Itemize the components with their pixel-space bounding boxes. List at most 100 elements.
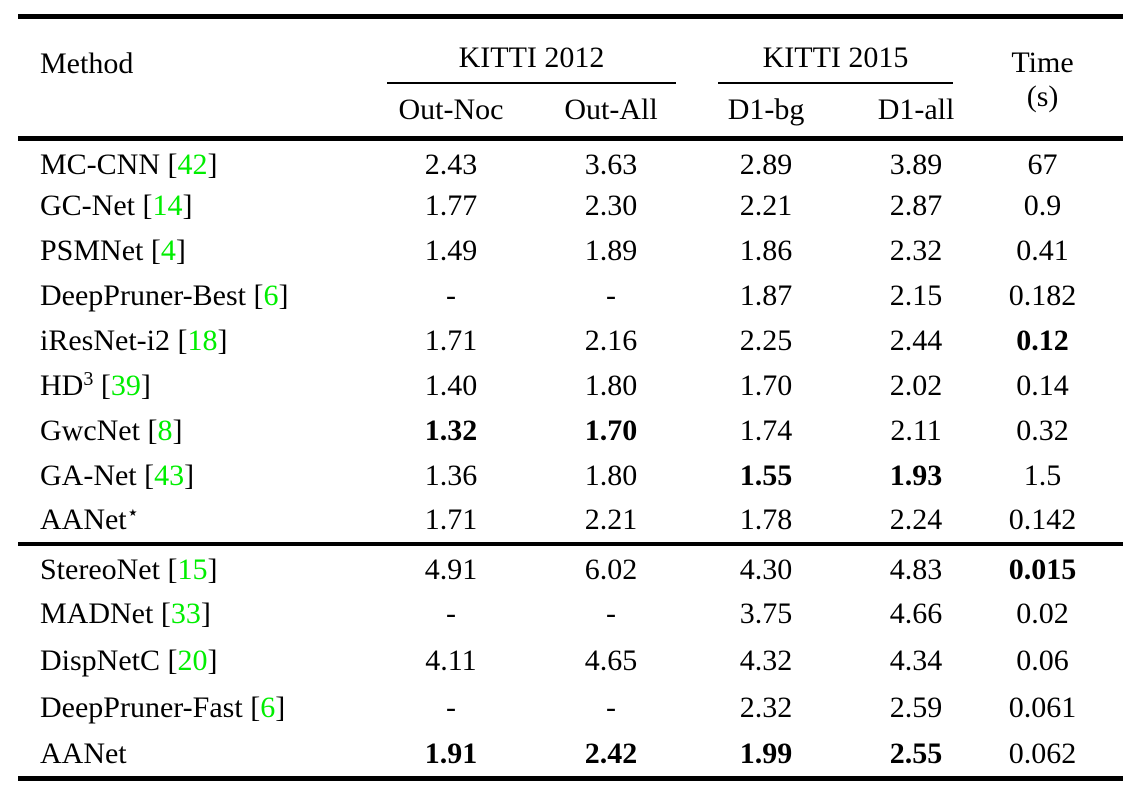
value-cell: 1.87 <box>739 279 793 312</box>
column-header-out-noc: Out-Noc <box>398 92 504 126</box>
method-name: AANet <box>40 736 127 770</box>
time-label: Time <box>1011 45 1074 79</box>
value-cell: - <box>446 691 456 724</box>
value-cell: 1.32 <box>424 414 478 447</box>
citation-link[interactable]: 8 <box>157 414 173 447</box>
value-cell: 67 <box>1027 148 1058 182</box>
citation-link[interactable]: 43 <box>154 459 185 492</box>
citation-link[interactable]: 33 <box>170 597 201 630</box>
group-label-kitti2015: KITTI 2015 <box>718 41 954 84</box>
table-row: DeepPruner-Fast [6] - - 2.32 2.59 0.061 <box>18 685 1123 732</box>
method-name: DeepPruner-Best <box>40 279 247 312</box>
table-row: DispNetC [20] 4.11 4.65 4.32 4.34 0.06 <box>18 638 1123 685</box>
citation-link[interactable]: 6 <box>263 279 279 312</box>
value-cell: 6.02 <box>584 553 638 586</box>
value-cell: 2.30 <box>584 189 638 222</box>
citation-link[interactable]: 6 <box>260 691 276 724</box>
method-cell: PSMNet [4] <box>40 234 186 267</box>
method-cell: GwcNet [8] <box>40 414 183 447</box>
value-cell: 0.015 <box>1008 553 1077 586</box>
value-cell: 2.55 <box>889 736 943 770</box>
table-row: AANet⋆ 1.71 2.21 1.78 2.24 0.142 <box>18 499 1123 544</box>
value-cell: 2.21 <box>584 503 638 536</box>
value-cell: - <box>606 691 616 724</box>
value-cell: 0.062 <box>1008 736 1077 770</box>
value-cell: 0.061 <box>1008 691 1077 724</box>
value-cell: 0.14 <box>1016 369 1069 402</box>
method-cell: MADNet [33] <box>40 597 211 630</box>
value-cell: 1.86 <box>739 234 793 267</box>
value-cell: 1.91 <box>424 736 478 770</box>
table-header: Method KITTI 2012 KITTI 2015 Time (s) Ou… <box>18 17 1124 139</box>
method-cell: GA-Net [43] <box>40 459 195 492</box>
citation-link[interactable]: 20 <box>177 644 208 677</box>
value-cell: 0.06 <box>1016 644 1069 677</box>
value-cell: 2.02 <box>889 369 943 402</box>
method-cell: DeepPruner-Best [6] <box>40 279 289 312</box>
value-cell: 4.32 <box>739 644 793 677</box>
value-cell: 2.32 <box>889 234 943 267</box>
method-name: PSMNet <box>40 234 144 267</box>
method-cell: StereoNet [15] <box>40 553 218 586</box>
value-cell: 0.142 <box>1008 503 1077 536</box>
table-section-2: StereoNet [15] 4.91 6.02 4.30 4.83 0.015 MADNe… <box>18 543 1124 779</box>
value-cell: 1.89 <box>584 234 638 267</box>
table-row: MC-CNN [42] 2.43 3.63 2.89 3.89 67 <box>18 139 1123 184</box>
header-group-row: Method KITTI 2012 KITTI 2015 Time (s) <box>18 17 1123 113</box>
column-group-kitti2012: KITTI 2012 <box>370 17 690 84</box>
method-cell: DispNetC [20] <box>40 644 218 677</box>
value-cell: 1.74 <box>739 414 793 447</box>
table-row: GA-Net [43] 1.36 1.80 1.55 1.93 1.5 <box>18 454 1123 499</box>
value-cell: - <box>446 279 456 312</box>
citation-link[interactable]: 4 <box>160 234 176 267</box>
value-cell: 0.12 <box>1016 324 1069 357</box>
method-name: GC-Net <box>40 189 135 222</box>
method-name: iResNet-i2 <box>40 324 170 357</box>
citation-link[interactable]: 18 <box>187 324 218 357</box>
citation-link[interactable]: 14 <box>152 189 183 222</box>
value-cell: 4.11 <box>425 644 477 677</box>
method-name: DeepPruner-Fast <box>40 691 243 724</box>
value-cell: 4.83 <box>889 553 943 586</box>
citation-link[interactable]: 39 <box>110 369 141 402</box>
table-row: GC-Net [14] 1.77 2.30 2.21 2.87 0.9 <box>18 184 1123 229</box>
method-name: StereoNet <box>40 553 160 586</box>
value-cell: 1.5 <box>1023 459 1062 492</box>
method-cell: HD3 [39] <box>40 368 151 402</box>
method-cell: GC-Net [14] <box>40 189 193 222</box>
column-group-kitti2015: KITTI 2015 <box>690 17 990 84</box>
method-name: DispNetC <box>40 644 160 677</box>
value-cell: 0.9 <box>1023 189 1062 222</box>
citation-link[interactable]: 42 <box>177 148 208 182</box>
value-cell: 2.42 <box>584 736 638 770</box>
value-cell: 0.02 <box>1016 597 1069 630</box>
method-name: MC-CNN <box>40 148 161 182</box>
value-cell: 2.21 <box>739 189 793 222</box>
value-cell: 1.80 <box>584 369 638 402</box>
method-name: GA-Net <box>40 459 137 492</box>
value-cell: 2.25 <box>739 324 793 357</box>
value-cell: - <box>606 279 616 312</box>
column-header-d1-bg: D1-bg <box>727 92 805 126</box>
value-cell: 1.70 <box>739 369 793 402</box>
value-cell: 2.24 <box>889 503 943 536</box>
citation-link[interactable]: 15 <box>177 553 208 586</box>
value-cell: 2.32 <box>739 691 793 724</box>
method-name: HD <box>40 369 84 402</box>
value-cell: 1.71 <box>424 324 478 357</box>
value-cell: 2.87 <box>889 189 943 222</box>
group-label-kitti2012: KITTI 2012 <box>387 41 677 84</box>
method-name: AANet <box>40 503 127 536</box>
value-cell: 0.41 <box>1016 234 1069 267</box>
value-cell: 1.40 <box>424 369 478 402</box>
method-cell: iResNet-i2 [18] <box>40 324 228 357</box>
table-row: iResNet-i2 [18] 1.71 2.16 2.25 2.44 0.12 <box>18 319 1123 364</box>
table-row: MADNet [33] - - 3.75 4.66 0.02 <box>18 591 1123 638</box>
value-cell: 1.70 <box>584 414 638 447</box>
column-header-time: Time (s) <box>990 17 1123 139</box>
value-cell: 2.16 <box>584 324 638 357</box>
column-header-d1-all: D1-all <box>877 92 955 126</box>
value-cell: 1.99 <box>739 736 793 770</box>
table-row: AANet 1.91 2.42 1.99 2.55 0.062 <box>18 732 1123 779</box>
